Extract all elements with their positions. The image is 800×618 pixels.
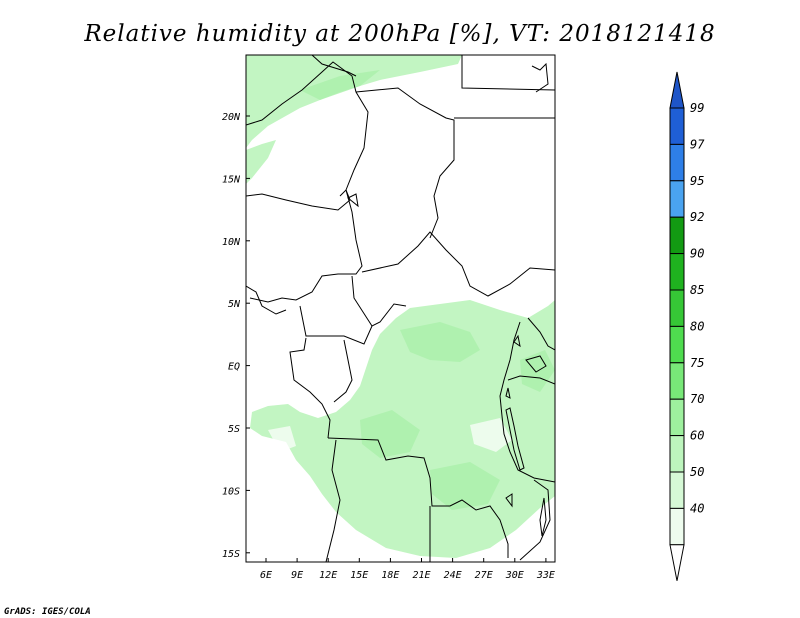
colorbar-label: 90 [690, 247, 704, 261]
lake-malawi [539, 497, 547, 537]
border-line [246, 61, 369, 191]
colorbar-label: 97 [690, 137, 705, 151]
colorbar-swatch [669, 507, 685, 546]
colorbar-label: 50 [690, 465, 704, 479]
coast-red-sea [531, 62, 549, 93]
border-line [311, 55, 357, 77]
lon-tick-label: 12E [319, 570, 337, 581]
lat-tick-label: 5N [228, 299, 241, 310]
humidity-patch-3 [430, 462, 500, 510]
map-panel: 6E 9E 12E 15E 18E 21E 24E 27E 30E 33E 20N 15N 10N 5N… [222, 54, 556, 581]
lake-chad [347, 193, 359, 208]
colorbar-swatch [669, 180, 685, 218]
colorbar-swatch [669, 107, 685, 145]
colorbar-bottom-arrow [669, 544, 685, 581]
latitude-ticks: 20N 15N 10N 5N EQ 5S 10S 15S [222, 112, 250, 560]
lon-tick-label: 30E [505, 570, 524, 581]
colorbar-label: 95 [690, 174, 704, 188]
colorbar-label: 92 [690, 210, 704, 224]
lat-tick-label: 10S [222, 486, 240, 497]
border-line [355, 87, 455, 239]
border-line [351, 275, 407, 327]
credit-text: GrADS: IGES/COLA [4, 607, 91, 617]
lake-mweru [505, 493, 513, 508]
colorbar-swatch [669, 289, 685, 327]
colorbar: 99 97 95 92 90 85 80 75 70 60 50 40 [669, 71, 705, 581]
colorbar-swatch [669, 216, 685, 255]
lon-tick-label: 9E [291, 570, 303, 581]
dry-gap-2 [268, 426, 296, 452]
colorbar-label: 40 [690, 501, 704, 515]
dry-gap-1 [470, 418, 512, 452]
lon-tick-label: 27E [475, 570, 493, 581]
lat-tick-label: 20N [222, 112, 241, 123]
humidity-region-northwest [246, 140, 276, 184]
lon-tick-label: 6E [260, 570, 272, 581]
border-line [333, 339, 353, 403]
lon-tick-label: 24E [444, 570, 462, 581]
lat-tick-label: EQ [228, 362, 240, 373]
lon-tick-label: 21E [412, 570, 430, 581]
border-line [507, 375, 555, 385]
colorbar-label: 85 [690, 283, 704, 297]
lat-tick-label: 15S [222, 549, 240, 560]
border-line [361, 231, 555, 297]
colorbar-label: 99 [690, 101, 704, 115]
colorbar-swatch [669, 143, 685, 182]
longitude-ticks: 6E 9E 12E 15E 18E 21E 24E 27E 30E 33E [260, 558, 555, 581]
border-line [519, 479, 551, 561]
coast-west [246, 285, 287, 315]
lat-tick-label: 5S [228, 424, 240, 435]
lat-tick-label: 10N [222, 237, 241, 248]
humidity-fill-layer [246, 55, 555, 558]
lake-tanganyika [505, 407, 525, 471]
colorbar-label: 70 [690, 392, 704, 406]
border-line [289, 337, 331, 439]
lon-tick-label: 18E [381, 570, 399, 581]
humidity-patch-4 [300, 70, 380, 100]
colorbar-swatch [669, 253, 685, 291]
colorbar-label: 75 [690, 356, 704, 370]
colorbar-swatch [669, 398, 685, 437]
colorbar-top-arrow [669, 71, 685, 109]
humidity-patch-1 [400, 322, 480, 362]
border-line [299, 305, 373, 345]
colorbar-swatch [669, 435, 685, 473]
lon-tick-label: 15E [350, 570, 368, 581]
colorbar-swatch [669, 325, 685, 364]
humidity-patch-2 [360, 410, 420, 458]
lake-kivu [505, 387, 511, 399]
map-title: Relative humidity at 200hPa [%], VT: 201… [83, 21, 715, 47]
lat-tick-label: 15N [222, 174, 241, 185]
colorbar-swatch [669, 362, 685, 400]
colorbar-label: 80 [690, 319, 704, 333]
colorbar-label: 60 [690, 429, 704, 443]
map-frame [245, 54, 556, 563]
lake-albert [513, 334, 521, 348]
colorbar-swatch [669, 471, 685, 509]
country-borders [246, 55, 555, 562]
border-line [249, 189, 363, 303]
lon-tick-label: 33E [536, 570, 555, 581]
lake-victoria [525, 355, 547, 373]
border-line [461, 55, 555, 91]
border-line [327, 437, 509, 558]
humidity-region-north [246, 55, 462, 148]
border-line [527, 317, 555, 351]
border-line [325, 439, 341, 562]
border-line [499, 321, 555, 483]
